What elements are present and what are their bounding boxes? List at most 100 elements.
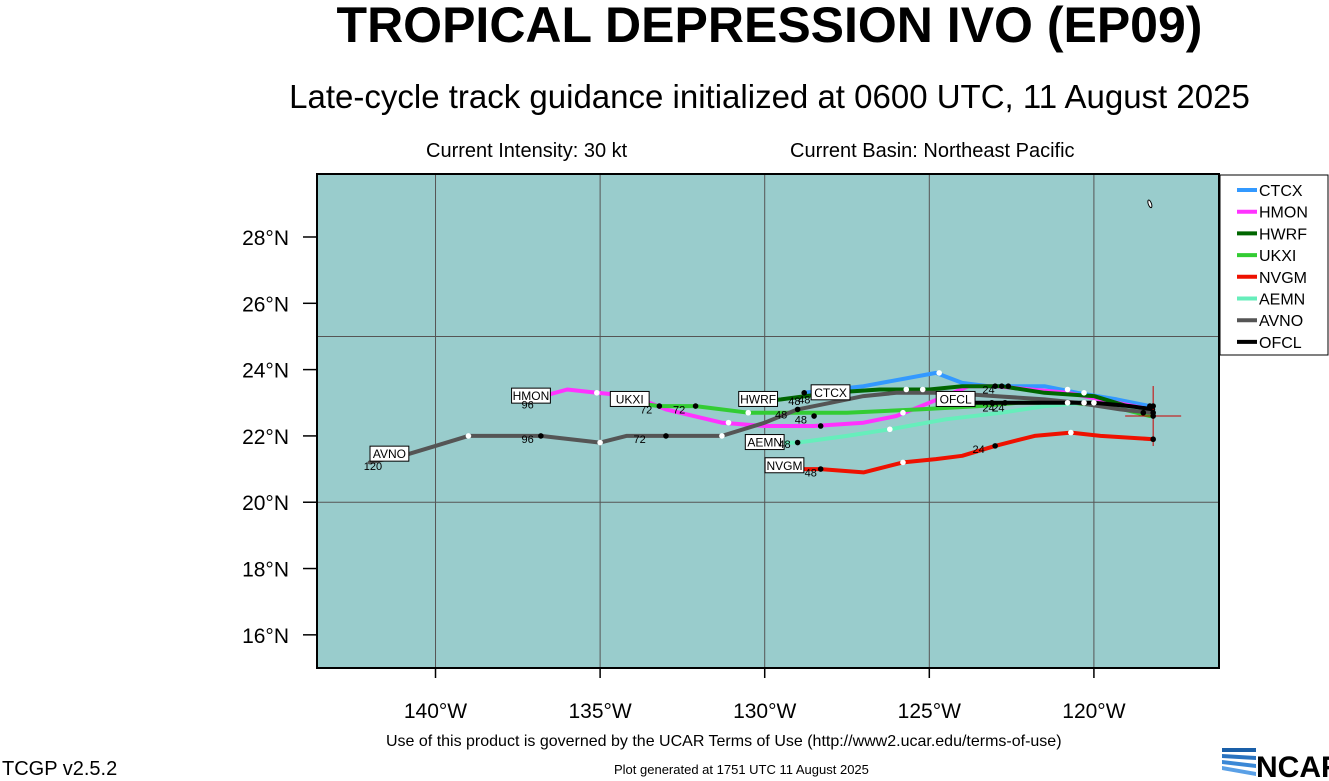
legend-label-hwrf: HWRF (1259, 226, 1307, 243)
forecast-hour-label: 24 (992, 403, 1004, 415)
track-dot (1081, 390, 1087, 396)
track-dot (936, 370, 942, 376)
chart-subtitle: Late-cycle track guidance initialized at… (289, 78, 1250, 115)
track-dot (594, 390, 600, 396)
forecast-hour-label: 48 (788, 396, 800, 408)
track-dot (900, 459, 906, 466)
track-label-hmon: HMON (513, 389, 550, 403)
y-tick-label: 16°N (242, 625, 289, 648)
track-dot (887, 426, 893, 433)
track-dot (801, 390, 808, 396)
track-dot (992, 383, 998, 389)
track-dot (663, 433, 669, 439)
track-dot (597, 439, 603, 446)
track-dot (900, 409, 906, 416)
legend-label-aemn: AEMN (1259, 292, 1305, 309)
forecast-hour-label: 24 (973, 444, 985, 456)
y-tick-label: 18°N (242, 559, 289, 582)
track-label-avno: AVNO (373, 447, 406, 461)
track-dot (919, 386, 926, 393)
track-dot (1150, 436, 1156, 443)
track-avno (367, 390, 1152, 465)
track-dot (817, 466, 824, 472)
track-dot (692, 403, 699, 409)
legend-label-hmon: HMON (1259, 205, 1308, 222)
y-tick-label: 24°N (242, 360, 289, 383)
legend-box (1219, 174, 1329, 356)
track-label-box (810, 384, 851, 401)
axes: 140°W 135°W 130°W 125°W 120°W 16°N 18°N 20°N 22°… (242, 227, 1126, 723)
track-label-box (744, 434, 785, 451)
forecast-hour-label: 48 (805, 467, 817, 479)
plot-generated-text: Plot generated at 1751 UTC 11 August 202… (614, 762, 869, 777)
track-dot (1150, 413, 1156, 419)
legend-label-ukxi: UKXI (1259, 248, 1296, 265)
forecast-hour-label: 24 (982, 403, 994, 415)
island-shape (1147, 199, 1153, 209)
x-tick-label: 120°W (1062, 700, 1125, 723)
track-dot (656, 403, 663, 409)
track-dot (1002, 399, 1008, 406)
track-dot (794, 439, 801, 446)
track-dot (1081, 399, 1087, 406)
track-dot (1068, 429, 1074, 436)
track-label-ukxi: UKXI (616, 392, 644, 406)
track-lines (367, 370, 1182, 475)
track-label-hwrf: HWRF (740, 392, 776, 406)
x-tick-label: 140°W (404, 700, 467, 723)
terms-of-use-text: Use of this product is governed by the U… (386, 733, 1062, 750)
track-dot (1091, 399, 1097, 406)
chart-title: TROPICAL DEPRESSION IVO (EP09) (336, 0, 1203, 53)
forecast-hour-label: 96 (522, 399, 534, 411)
forecast-hour-label: 48 (775, 409, 787, 421)
legend: CTCX HMON HWRF UKXI NVGM AEMN AVNO OFCL (1219, 174, 1329, 356)
track-dot (1005, 383, 1012, 389)
forecast-hour-label: 24 (982, 385, 994, 397)
version-label: TCGP v2.5.2 (2, 758, 118, 780)
current-basin-label: Current Basin: Northeast Pacific (790, 140, 1075, 162)
track-label-nvgm: NVGM (766, 459, 802, 473)
y-tick-label: 26°N (242, 293, 289, 316)
forecast-hour-label: 48 (798, 394, 810, 406)
track-label-box (738, 390, 779, 407)
track-label-aemn: AEMN (747, 436, 782, 450)
track-label-ctcx: CTCX (814, 386, 847, 400)
track-label-box (369, 445, 410, 462)
track-nvgm (789, 430, 1156, 475)
track-dot (538, 433, 544, 439)
ncar-logo: NCAR (1222, 746, 1329, 780)
track-label-ofcl: OFCL (940, 392, 972, 406)
x-tick-label: 125°W (898, 700, 961, 723)
forecast-hour-label: 72 (633, 434, 645, 446)
forecast-hour-label: 72 (673, 404, 685, 416)
legend-label-avno: AVNO (1259, 313, 1303, 330)
x-tick-label: 130°W (733, 700, 796, 723)
track-dot (719, 433, 725, 439)
current-intensity-label: Current Intensity: 30 kt (426, 140, 628, 162)
track-label-box (511, 387, 551, 404)
forecast-hour-label: 48 (778, 439, 790, 451)
track-dot (811, 413, 817, 419)
legend-label-ofcl: OFCL (1259, 335, 1302, 352)
track-dot (794, 406, 801, 413)
y-tick-label: 28°N (242, 227, 289, 250)
forecast-hour-label: 72 (640, 404, 652, 416)
track-dot (1064, 386, 1071, 393)
track-dot (1150, 403, 1156, 409)
ncar-logo-text: NCAR (1256, 751, 1329, 780)
track-dot (817, 423, 824, 429)
y-tick-label: 20°N (242, 492, 289, 515)
track-dot (745, 409, 752, 416)
plot-frame (316, 173, 1220, 669)
legend-label-nvgm: NVGM (1259, 270, 1307, 287)
track-dot (903, 386, 910, 393)
track-label-box (935, 390, 976, 407)
forecast-hour-label: 48 (795, 414, 807, 426)
track-dot (465, 433, 472, 439)
track-label-box (609, 390, 650, 407)
legend-label-ctcx: CTCX (1259, 183, 1303, 200)
track-dot (725, 419, 732, 426)
track-dot (1064, 399, 1071, 406)
